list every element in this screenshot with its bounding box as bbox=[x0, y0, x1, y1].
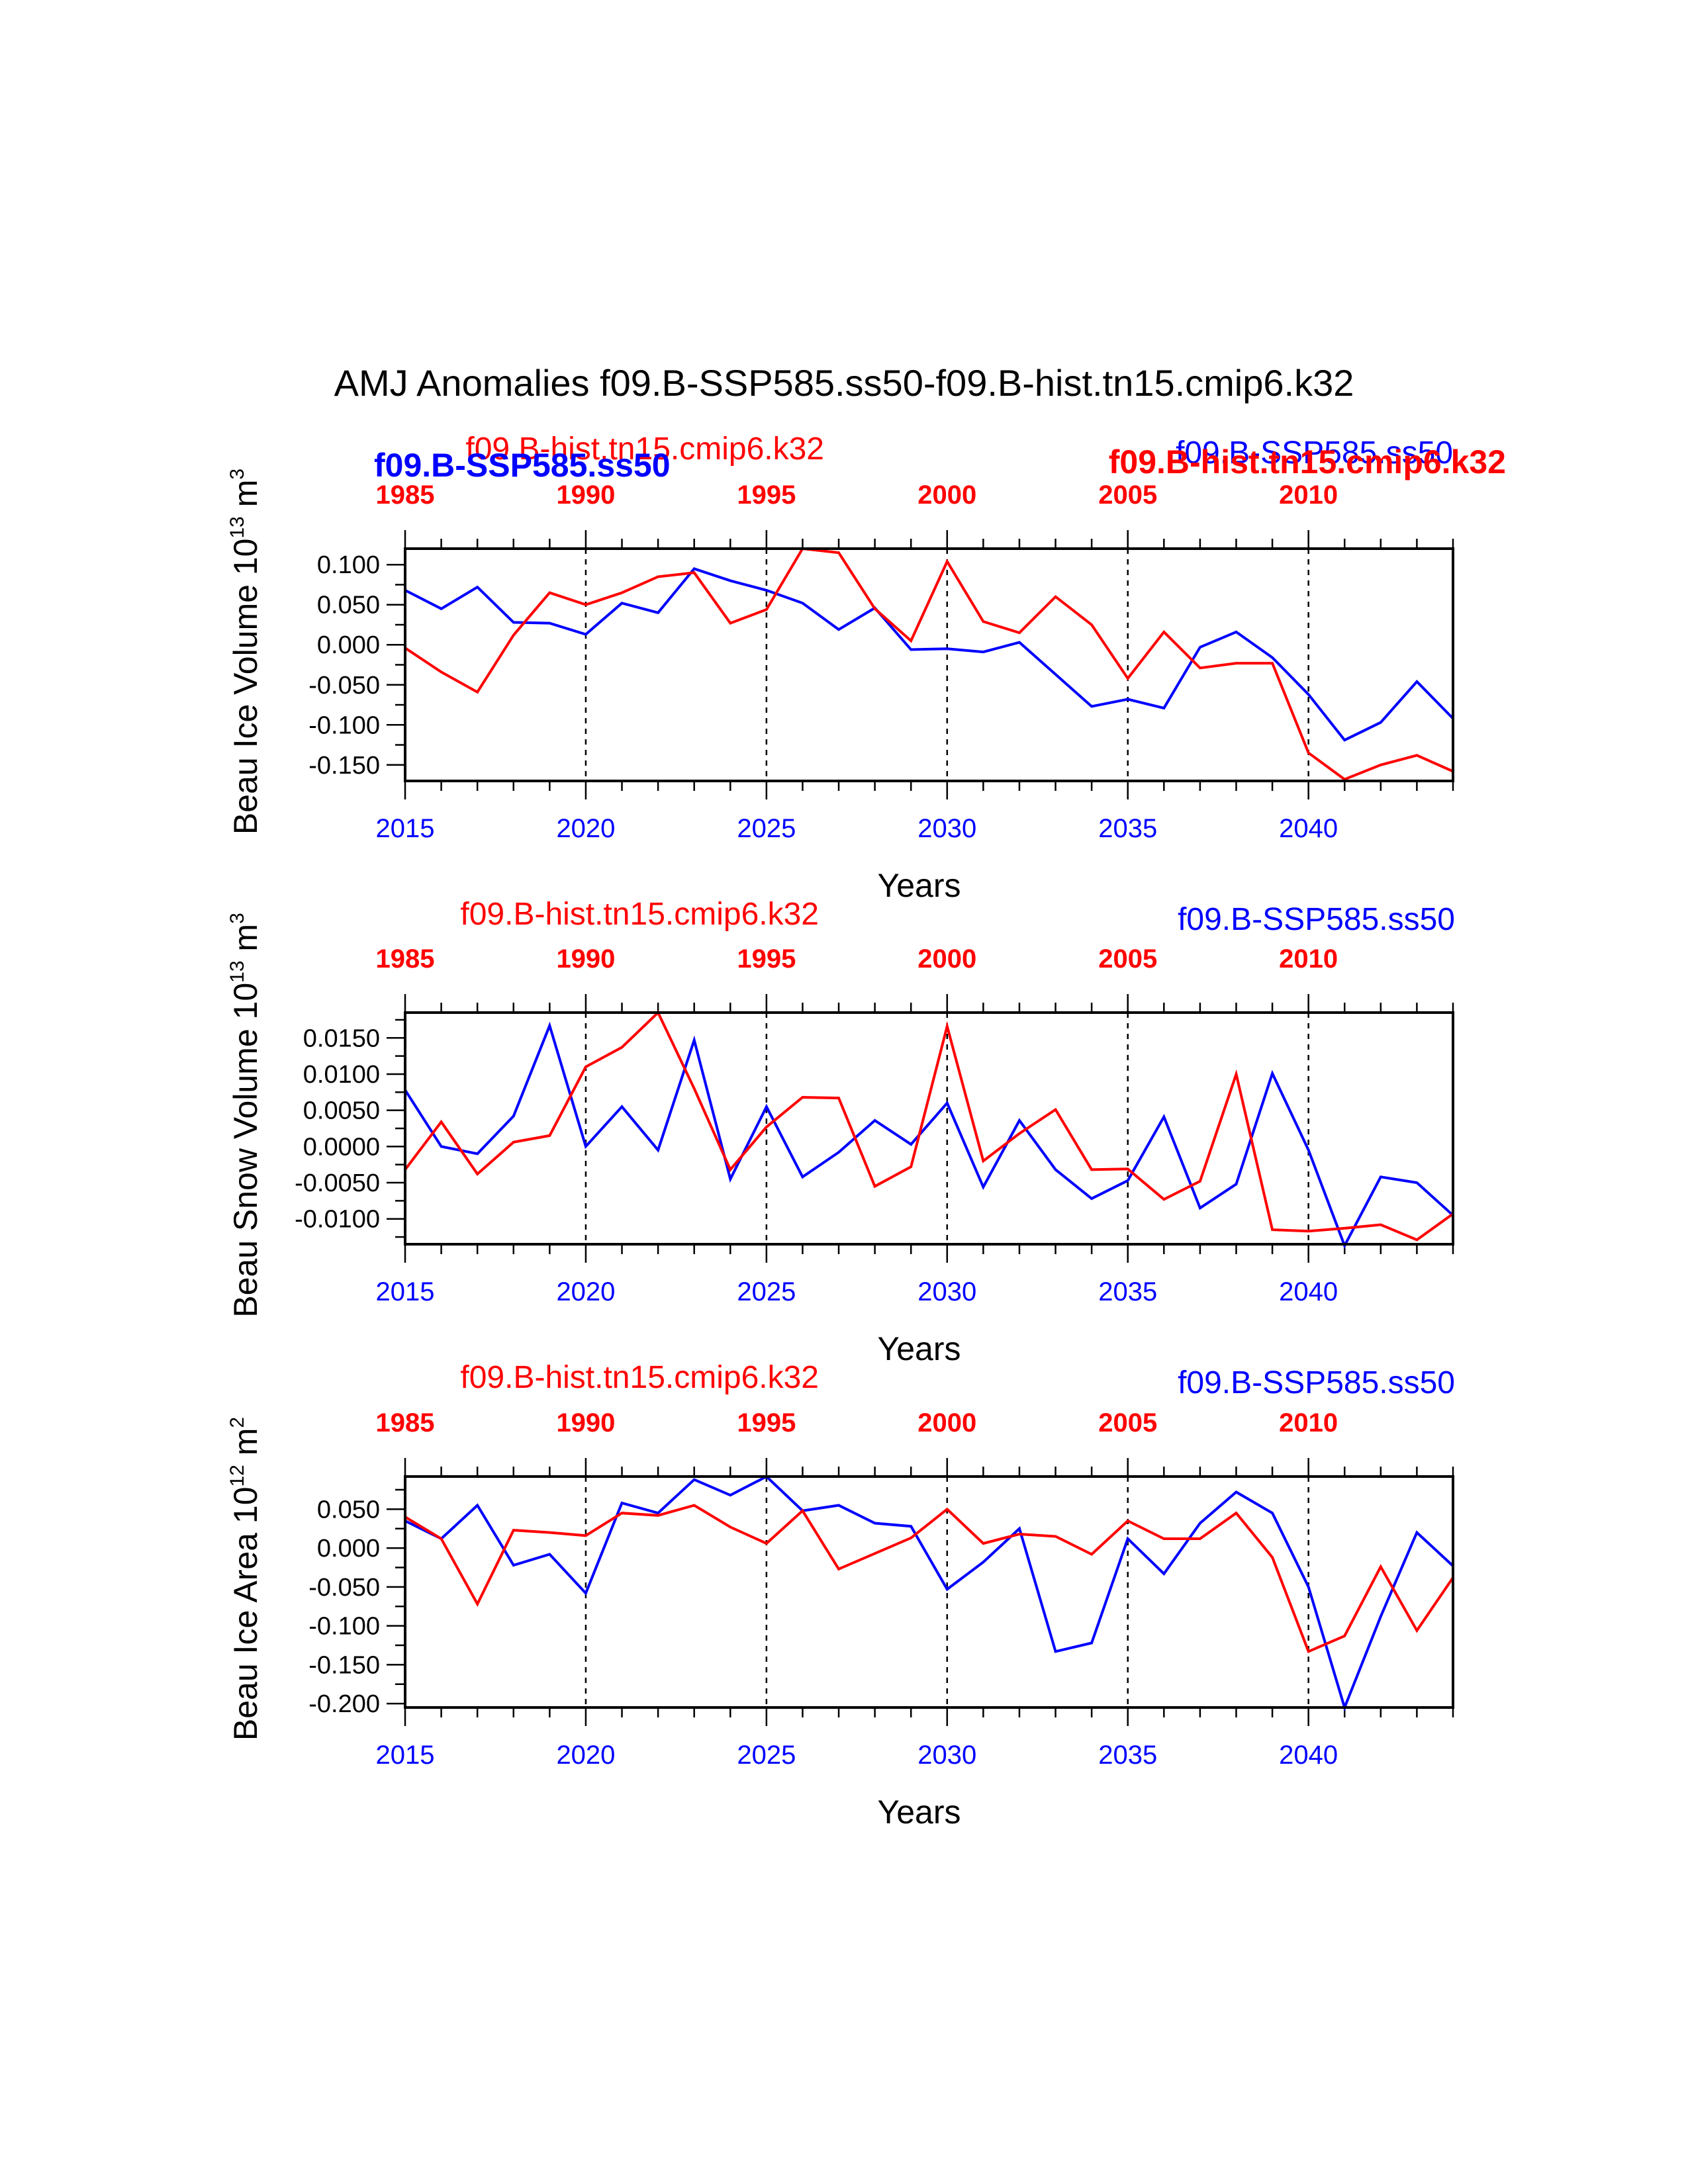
series-line-hist bbox=[404, 1010, 1454, 1242]
y-tick-label: 0.0050 bbox=[303, 1097, 380, 1125]
y-tick-label: 0.0100 bbox=[303, 1061, 380, 1089]
y-axis-title: Beau Snow Volume 1013 m3 bbox=[226, 913, 264, 1318]
panel-ice-area: f09.B-hist.tn15.cmip6.k32 f09.B-SSP585.s… bbox=[226, 1360, 1455, 1831]
x-tick-label-bottom: 2040 bbox=[1279, 814, 1338, 843]
y-tick-label: 0.0150 bbox=[303, 1024, 380, 1052]
y-tick-label: 0.050 bbox=[317, 592, 380, 619]
legend-ssp-label-bold: f09.B-SSP585.ss50 bbox=[374, 447, 671, 484]
y-tick-label: -0.150 bbox=[308, 752, 380, 780]
x-tick-label-bottom: 2020 bbox=[556, 814, 615, 843]
y-axis-title-exponent: 12 bbox=[226, 1465, 248, 1486]
y-axis-title-unit-exponent: 3 bbox=[226, 469, 248, 480]
x-tick-label-top: 1985 bbox=[376, 1408, 435, 1437]
x-tick-label-bottom: 2030 bbox=[917, 814, 976, 843]
y-tick-label: 0.000 bbox=[317, 631, 380, 659]
x-tick-label-bottom: 2035 bbox=[1098, 814, 1157, 843]
y-tick-label: -0.100 bbox=[308, 711, 380, 739]
x-tick-label-bottom: 2035 bbox=[1098, 1741, 1157, 1770]
legend-ssp-label: f09.B-SSP585.ss50 bbox=[1178, 1365, 1455, 1400]
x-tick-label-top: 2000 bbox=[917, 480, 976, 510]
y-axis-title-unit-exponent: 2 bbox=[226, 1417, 248, 1428]
y-tick-label: -0.150 bbox=[308, 1651, 380, 1679]
x-tick-label-top: 2000 bbox=[917, 1408, 976, 1437]
y-axis-title-unit: m bbox=[227, 1428, 264, 1465]
y-axis-title-main: Beau Ice Volume 10 bbox=[227, 539, 264, 835]
x-tick-label-bottom: 2025 bbox=[737, 1741, 796, 1770]
x-tick-label-bottom: 2020 bbox=[556, 1277, 615, 1306]
y-tick-label: -0.0100 bbox=[295, 1206, 380, 1234]
x-tick-label-top: 1990 bbox=[556, 944, 615, 974]
x-tick-label-bottom: 2015 bbox=[376, 1741, 435, 1770]
x-tick-label-top: 2005 bbox=[1098, 944, 1157, 974]
x-tick-label-bottom: 2025 bbox=[737, 1277, 796, 1306]
figure-title: AMJ Anomalies f09.B-SSP585.ss50-f09.B-hi… bbox=[334, 362, 1354, 404]
y-axis-title-exponent: 13 bbox=[226, 960, 248, 982]
x-tick-label-top: 2010 bbox=[1279, 480, 1338, 510]
x-tick-label-top: 1985 bbox=[376, 944, 435, 974]
y-tick-label: -0.050 bbox=[308, 1574, 380, 1602]
x-tick-label-top: 2005 bbox=[1098, 480, 1157, 510]
x-axis-title: Years bbox=[877, 1330, 961, 1367]
x-tick-label-bottom: 2040 bbox=[1279, 1277, 1338, 1306]
y-axis-title-unit: m bbox=[227, 480, 264, 517]
x-tick-label-top: 1985 bbox=[376, 480, 435, 510]
y-tick-label: 0.0000 bbox=[303, 1133, 380, 1161]
y-axis-title-main: Beau Ice Area 10 bbox=[227, 1486, 264, 1741]
series-line-hist bbox=[404, 547, 1454, 781]
y-tick-label: -0.050 bbox=[308, 672, 380, 700]
x-tick-label-bottom: 2030 bbox=[917, 1277, 976, 1306]
y-tick-label: 0.000 bbox=[317, 1535, 380, 1563]
plot-frame bbox=[404, 1475, 1454, 1709]
y-tick-label: -0.100 bbox=[308, 1613, 380, 1641]
y-axis-title-main: Beau Snow Volume 10 bbox=[227, 983, 264, 1318]
x-tick-label-top: 1990 bbox=[556, 1408, 615, 1437]
series-line-ssp585 bbox=[404, 567, 1454, 742]
y-tick-label: -0.0050 bbox=[295, 1169, 380, 1197]
x-tick-label-top: 1990 bbox=[556, 480, 615, 510]
x-tick-label-bottom: 2020 bbox=[556, 1741, 615, 1770]
x-tick-label-bottom: 2035 bbox=[1098, 1277, 1157, 1306]
x-tick-label-bottom: 2040 bbox=[1279, 1741, 1338, 1770]
x-tick-label-top: 1995 bbox=[737, 944, 796, 974]
x-tick-label-top: 1995 bbox=[737, 1408, 796, 1437]
plot-frame bbox=[404, 1011, 1454, 1246]
series-line-ssp585 bbox=[404, 1021, 1454, 1250]
x-tick-label-top: 2010 bbox=[1279, 944, 1338, 974]
x-tick-label-top: 2005 bbox=[1098, 1408, 1157, 1437]
series-line-hist bbox=[404, 1504, 1454, 1654]
legend-ssp-label: f09.B-SSP585.ss50 bbox=[1176, 435, 1453, 471]
x-tick-label-top: 2010 bbox=[1279, 1408, 1338, 1437]
legend-hist-label: f09.B-hist.tn15.cmip6.k32 bbox=[460, 1360, 819, 1395]
y-tick-label: -0.200 bbox=[308, 1690, 380, 1718]
panel-snow-volume: f09.B-hist.tn15.cmip6.k32 f09.B-SSP585.s… bbox=[226, 897, 1455, 1367]
x-tick-label-bottom: 2015 bbox=[376, 1277, 435, 1306]
legend-ssp-label: f09.B-SSP585.ss50 bbox=[1178, 902, 1455, 937]
y-axis-title: Beau Ice Volume 1013 m3 bbox=[226, 469, 264, 835]
x-axis-title: Years bbox=[877, 867, 961, 904]
x-tick-label-bottom: 2025 bbox=[737, 814, 796, 843]
x-axis-title: Years bbox=[877, 1794, 961, 1831]
y-axis-title-exponent: 13 bbox=[226, 516, 248, 538]
legend-hist-label: f09.B-hist.tn15.cmip6.k32 bbox=[460, 897, 819, 932]
y-axis-title-unit-exponent: 3 bbox=[226, 913, 248, 924]
x-tick-label-top: 1995 bbox=[737, 480, 796, 510]
series-line-ssp585 bbox=[404, 1475, 1454, 1712]
legend-hist-label-bold: f09.B-hist.tn15.cmip6.k32 bbox=[1109, 443, 1506, 480]
x-tick-label-top: 2000 bbox=[917, 944, 976, 974]
legend-hist-label: f09.B-hist.tn15.cmip6.k32 bbox=[465, 432, 824, 467]
y-tick-label: 0.100 bbox=[317, 551, 380, 579]
x-tick-label-bottom: 2030 bbox=[917, 1741, 976, 1770]
panel-ice-volume: f09.B-hist.tn15.cmip6.k32 f09.B-SSP585.s… bbox=[226, 432, 1506, 904]
plot-frame bbox=[404, 547, 1454, 782]
y-axis-title: Beau Ice Area 1012 m2 bbox=[226, 1417, 264, 1741]
x-tick-label-bottom: 2015 bbox=[376, 814, 435, 843]
y-tick-label: 0.050 bbox=[317, 1496, 380, 1524]
y-axis-title-unit: m bbox=[227, 924, 264, 961]
